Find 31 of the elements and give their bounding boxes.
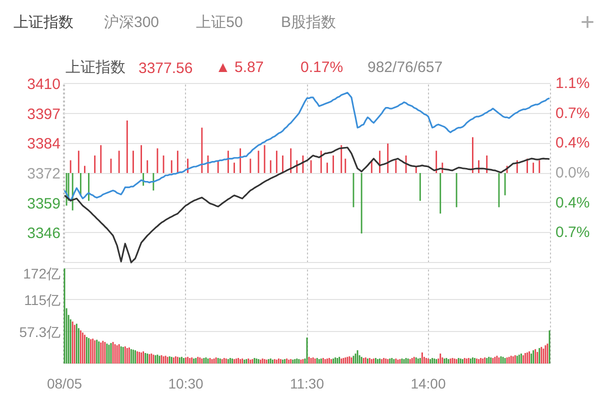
x-tick-label: 10:30	[168, 376, 204, 392]
line-series	[64, 146, 550, 264]
line-series	[64, 92, 550, 202]
y2-tick-label: 0.4%	[556, 194, 590, 212]
y-tick-label: 57.3亿	[19, 324, 60, 340]
y2-tick-label: 0.0%	[556, 164, 590, 182]
y2-tick-label: 0.7%	[556, 224, 590, 242]
text: 上证50	[196, 14, 243, 31]
chart-title: 上证指数	[66, 59, 126, 76]
y-tick-label: 3372	[27, 166, 61, 182]
text: ▲ 5.87	[216, 59, 264, 76]
y2-tick-label: 0.4%	[556, 134, 590, 152]
x-tick-label: 08/05	[46, 376, 82, 392]
text: 0.17%	[300, 59, 344, 76]
x-tick-label: 14:00	[410, 376, 446, 392]
text: 上证指数	[14, 14, 74, 31]
y-tick-label: 3359	[27, 195, 61, 212]
text: 沪深300	[104, 14, 160, 31]
y-tick-label: 3384	[27, 136, 61, 153]
y-tick-label: 115亿	[24, 292, 61, 308]
text: B股指数	[281, 14, 336, 31]
y-tick-label: 3410	[27, 76, 61, 93]
y-tick-label: 3397	[27, 106, 61, 123]
text: 982/76/657	[368, 59, 443, 76]
text: 3377.56	[138, 60, 193, 77]
y2-tick-label: 0.7%	[556, 104, 590, 122]
x-tick-label: 11:30	[290, 376, 324, 392]
y2-tick-label: 1.1%	[556, 75, 590, 92]
text: +	[580, 9, 595, 36]
y-tick-label: 3346	[27, 225, 61, 242]
y-tick-label: 172亿	[23, 266, 60, 282]
